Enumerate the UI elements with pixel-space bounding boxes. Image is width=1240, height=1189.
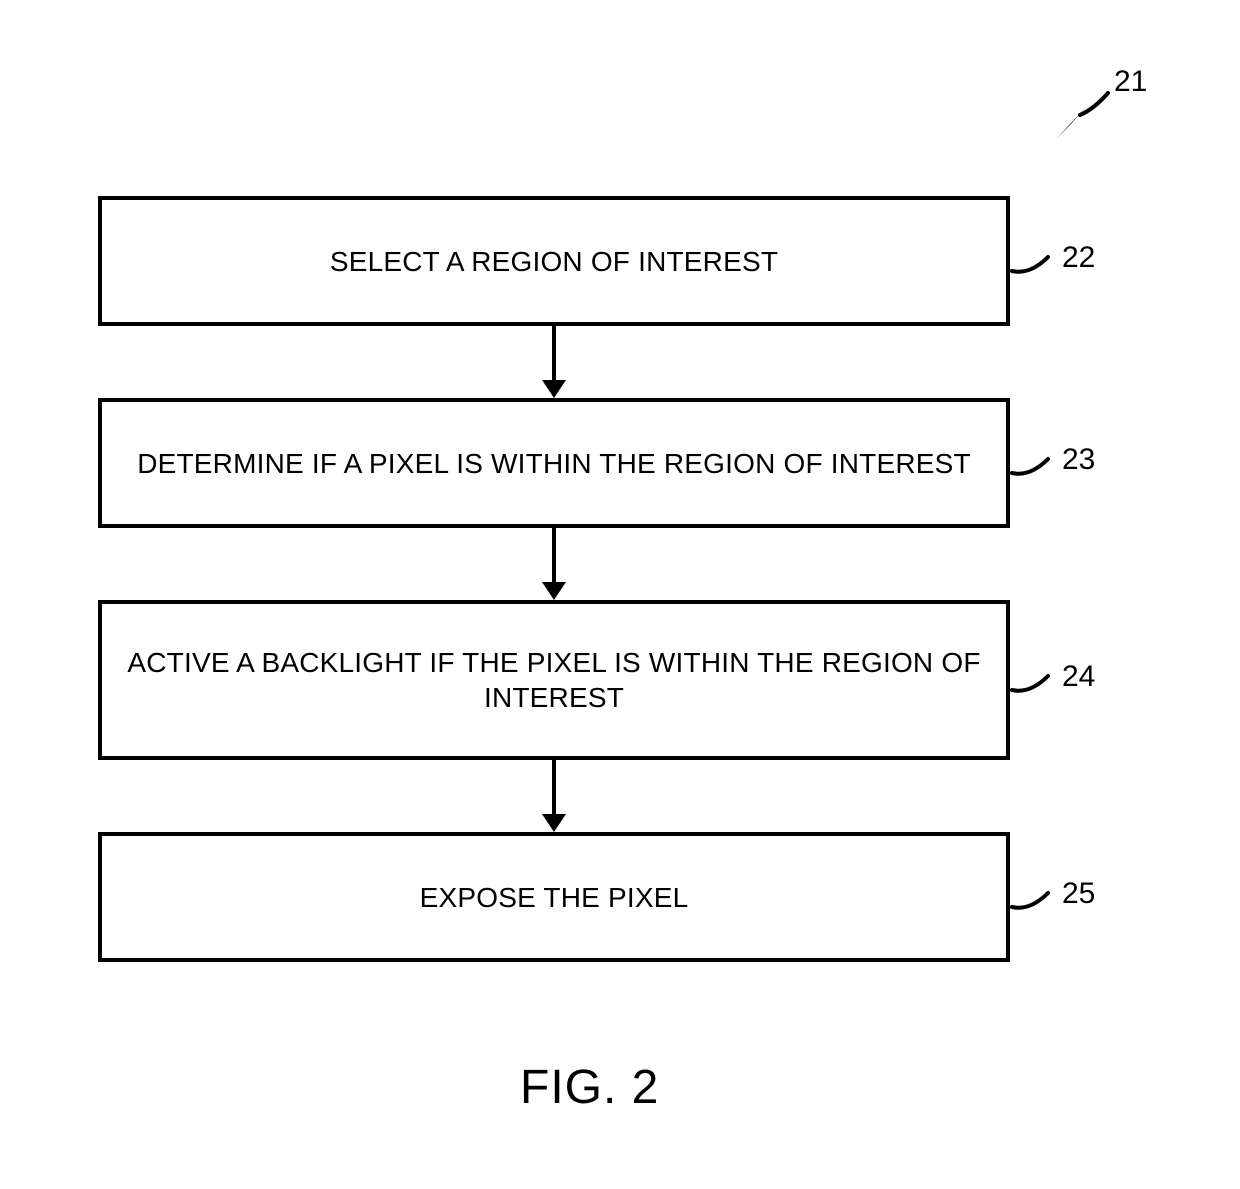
flow-node: EXPOSE THE PIXEL [98, 832, 1010, 962]
ref-label: 23 [1062, 443, 1095, 477]
flow-node-text: DETERMINE IF A PIXEL IS WITHIN THE REGIO… [137, 446, 971, 481]
flow-node-text: SELECT A REGION OF INTEREST [330, 244, 778, 279]
flow-node: ACTIVE A BACKLIGHT IF THE PIXEL IS WITHI… [98, 600, 1010, 760]
flow-node-text: ACTIVE A BACKLIGHT IF THE PIXEL IS WITHI… [122, 645, 986, 715]
flow-node: DETERMINE IF A PIXEL IS WITHIN THE REGIO… [98, 398, 1010, 528]
figure-canvas: SELECT A REGION OF INTEREST DETERMINE IF … [0, 0, 1240, 1189]
flow-node-text: EXPOSE THE PIXEL [420, 880, 689, 915]
figure-caption: FIG. 2 [520, 1060, 659, 1115]
ref-label: 25 [1062, 877, 1095, 911]
overall-ref-label: 21 [1114, 65, 1147, 99]
ref-label: 22 [1062, 241, 1095, 275]
connector-layer [0, 0, 1240, 1189]
flow-node: SELECT A REGION OF INTEREST [98, 196, 1010, 326]
ref-label: 24 [1062, 660, 1095, 694]
